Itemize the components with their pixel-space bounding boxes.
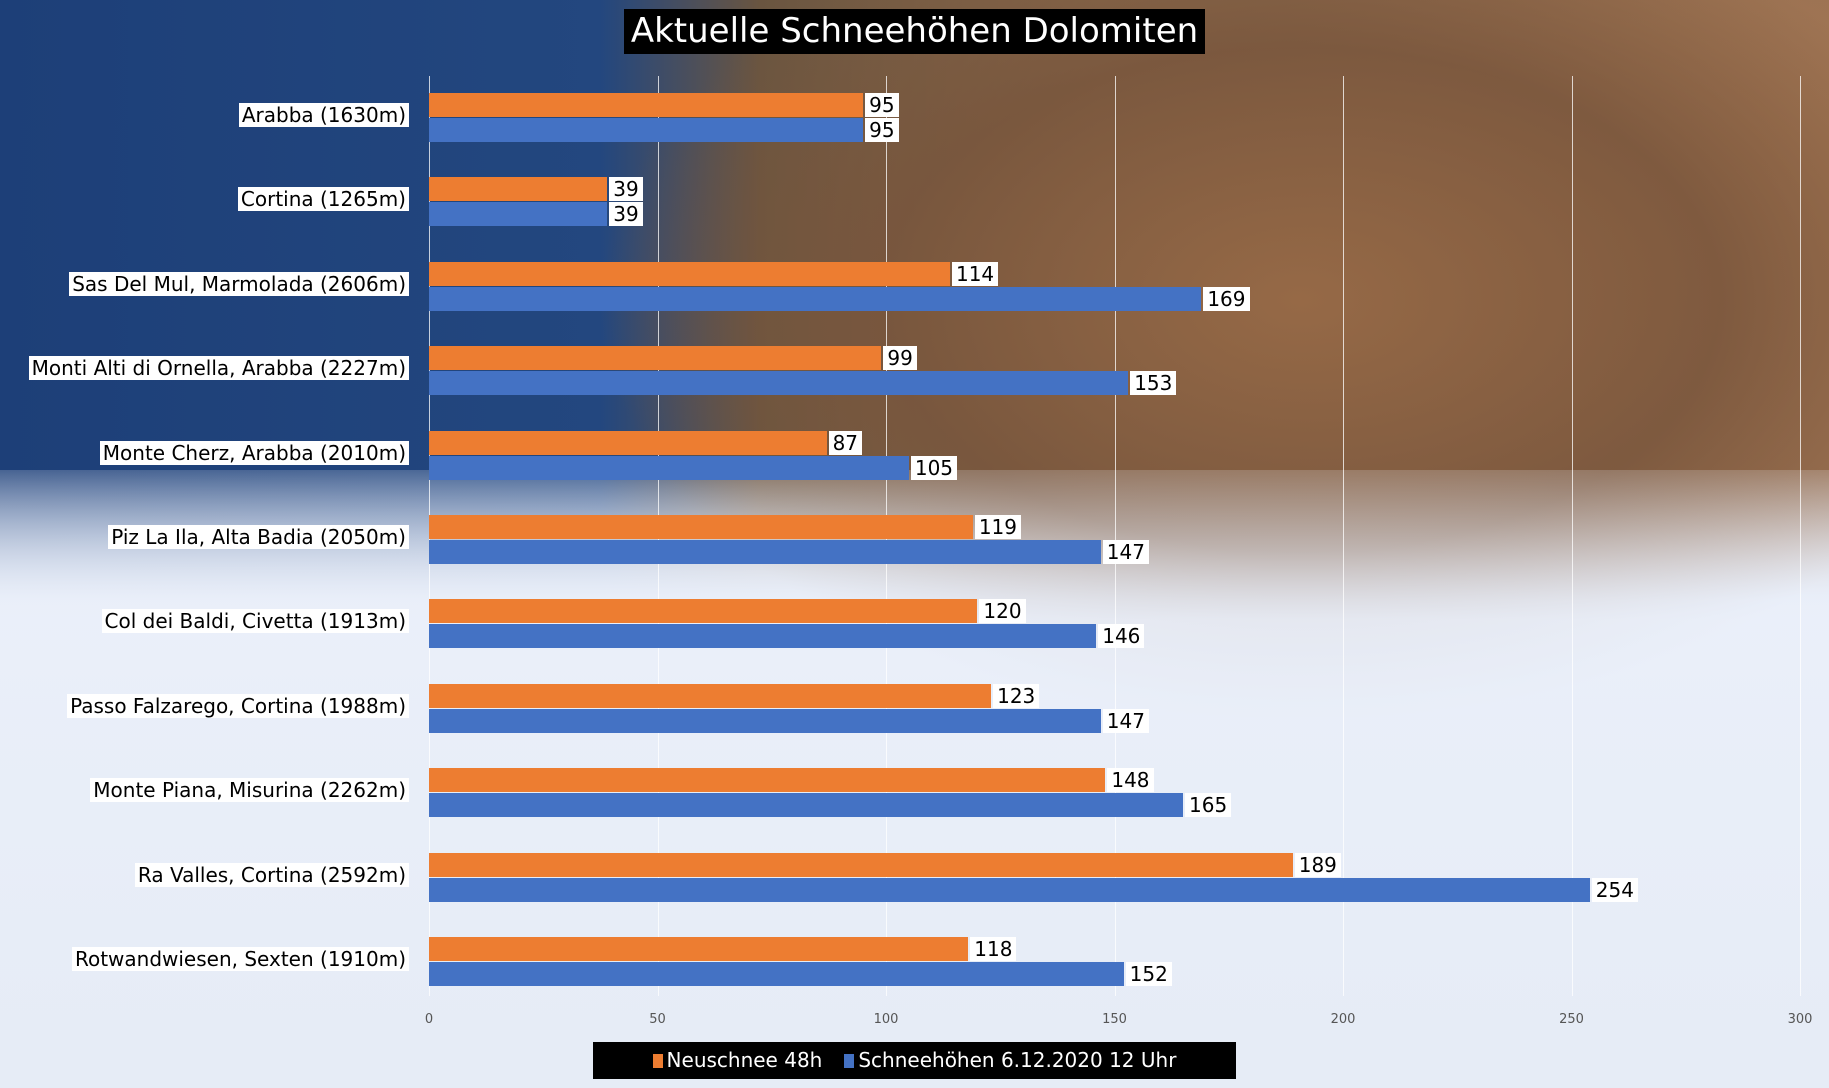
gridline	[1800, 76, 1801, 996]
data-label: 119	[974, 515, 1022, 539]
category-label: Monti Alti di Ornella, Arabba (2227m)	[28, 356, 409, 381]
data-label: 189	[1294, 852, 1341, 877]
data-label: 254	[1591, 877, 1638, 902]
bar-neuschnee	[429, 261, 950, 286]
bar-neuschnee	[429, 93, 864, 117]
gridline	[1114, 76, 1116, 996]
bar-schneehoehe	[429, 286, 1202, 311]
bar-schneehoehe	[429, 455, 909, 480]
x-tick-label: 250	[1559, 1012, 1584, 1027]
bar-schneehoehe	[429, 962, 1124, 986]
data-label: 165	[1185, 793, 1232, 818]
gridline	[1571, 76, 1573, 996]
bar-neuschnee	[429, 683, 992, 708]
legend-swatch	[652, 1054, 663, 1068]
data-label: 123	[993, 683, 1040, 708]
data-label: 152	[1125, 962, 1172, 986]
category-label: Rotwandwiesen, Sexten (1910m)	[71, 947, 409, 971]
category-label: Passo Falzarego, Cortina (1988m)	[67, 693, 409, 718]
data-label: 114	[951, 261, 999, 286]
data-label: 120	[979, 599, 1026, 624]
bar-schneehoehe	[429, 540, 1101, 564]
category-label: Ra Valles, Cortina (2592m)	[134, 862, 409, 887]
x-tick-label: 0	[424, 1012, 434, 1027]
legend-label: Neuschnee 48h	[666, 1048, 823, 1072]
data-label: 39	[609, 177, 643, 202]
legend-swatch	[844, 1054, 855, 1068]
x-tick-label: 50	[649, 1012, 666, 1027]
bar-neuschnee	[429, 768, 1106, 793]
data-label: 95	[865, 118, 899, 142]
category-label: Arabba (1630m)	[238, 103, 409, 127]
category-label: Cortina (1265m)	[237, 187, 409, 212]
legend-item-1: Schneehöhen 6.12.2020 12 Uhr	[844, 1042, 1176, 1079]
data-label: 99	[883, 346, 917, 371]
chart-title: Aktuelle Schneehöhen Dolomiten	[624, 9, 1205, 54]
data-label: 105	[910, 455, 958, 480]
data-label: 147	[1102, 540, 1149, 564]
data-label: 118	[970, 937, 1017, 961]
data-label: 148	[1107, 768, 1154, 793]
bar-neuschnee	[429, 599, 978, 624]
category-label: Col dei Baldi, Civetta (1913m)	[101, 609, 409, 634]
bar-schneehoehe	[429, 708, 1101, 733]
bar-schneehoehe	[429, 793, 1184, 818]
gridline	[1343, 76, 1344, 996]
bar-neuschnee	[429, 852, 1293, 877]
data-label: 39	[609, 202, 643, 227]
data-label: 146	[1098, 624, 1145, 649]
category-label: Piz La Ila, Alta Badia (2050m)	[108, 525, 409, 549]
bar-schneehoehe	[429, 624, 1097, 649]
x-tick-label: 300	[1787, 1012, 1813, 1027]
bar-neuschnee	[429, 346, 882, 371]
bar-neuschnee	[429, 515, 973, 539]
data-label: 169	[1203, 286, 1250, 311]
category-label: Sas Del Mul, Marmolada (2606m)	[69, 271, 409, 296]
bar-schneehoehe	[429, 118, 864, 142]
category-label: Monte Cherz, Arabba (2010m)	[99, 440, 409, 465]
bar-neuschnee	[429, 937, 969, 961]
bar-schneehoehe	[429, 877, 1590, 902]
bar-neuschnee	[429, 177, 608, 202]
bar-schneehoehe	[429, 202, 608, 227]
data-label: 147	[1102, 708, 1149, 733]
legend-label: Schneehöhen 6.12.2020 12 Uhr	[858, 1048, 1177, 1072]
x-tick-label: 100	[873, 1012, 899, 1027]
legend: Neuschnee 48h Schneehöhen 6.12.2020 12 U…	[593, 1042, 1236, 1079]
legend-item-0: Neuschnee 48h	[652, 1042, 823, 1079]
category-label: Monte Piana, Misurina (2262m)	[90, 778, 409, 803]
data-label: 95	[865, 93, 899, 117]
bar-schneehoehe	[429, 371, 1129, 396]
bar-neuschnee	[429, 430, 827, 455]
x-tick-label: 200	[1330, 1012, 1356, 1027]
data-label: 153	[1130, 371, 1177, 396]
x-tick-label: 150	[1102, 1012, 1127, 1027]
data-label: 87	[828, 430, 863, 455]
